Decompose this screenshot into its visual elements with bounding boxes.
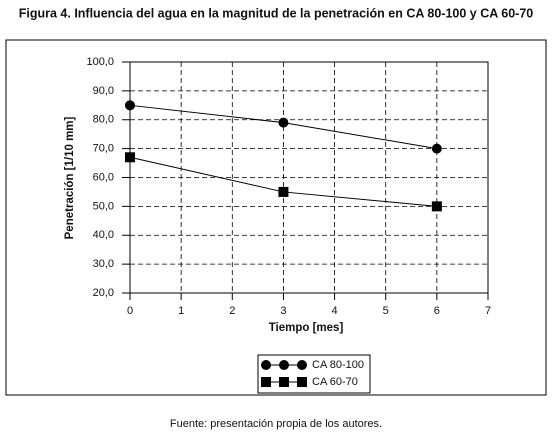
x-axis-label: Tiempo [mes] — [269, 322, 344, 334]
chart-frame — [5, 39, 547, 396]
y-tick-label: 80,0 — [93, 114, 114, 126]
y-tick-label: 90,0 — [93, 85, 114, 97]
legend-marker — [279, 377, 289, 387]
legend-label: CA 80-100 — [312, 359, 364, 371]
y-axis-label: Penetración [1/10 mm] — [64, 116, 76, 239]
chart-title: Figura 4. Influencia del agua en la magn… — [19, 6, 534, 20]
marker — [125, 100, 135, 111]
y-tick-label: 70,0 — [93, 143, 114, 155]
y-tick-label: 20,0 — [93, 287, 114, 299]
x-tick-label: 6 — [434, 305, 440, 317]
legend-marker — [279, 360, 289, 370]
legend-label: CA 60-70 — [312, 376, 358, 388]
legend-marker — [297, 377, 307, 387]
x-tick-label: 3 — [280, 305, 286, 317]
x-tick-label: 5 — [383, 305, 389, 317]
x-tick-label: 7 — [485, 305, 491, 317]
x-tick-label: 2 — [229, 305, 235, 317]
y-tick-label: 40,0 — [93, 229, 114, 241]
y-tick-label: 100,0 — [86, 56, 114, 68]
x-tick-label: 0 — [127, 305, 133, 317]
marker — [125, 152, 135, 163]
legend-marker — [261, 377, 271, 387]
legend-marker — [297, 360, 307, 370]
legend-marker — [261, 360, 271, 370]
y-tick-label: 60,0 — [93, 171, 114, 183]
y-tick-label: 30,0 — [93, 258, 114, 270]
marker — [278, 186, 289, 197]
plot-area — [129, 61, 489, 294]
marker — [431, 201, 442, 212]
y-tick-label: 50,0 — [93, 200, 114, 212]
x-tick-label: 4 — [332, 305, 338, 317]
marker — [431, 143, 442, 154]
legend-box — [257, 354, 371, 394]
x-tick-label: 1 — [178, 305, 184, 317]
marker — [278, 117, 289, 128]
source-note: Fuente: presentación propia de los autor… — [170, 418, 382, 430]
